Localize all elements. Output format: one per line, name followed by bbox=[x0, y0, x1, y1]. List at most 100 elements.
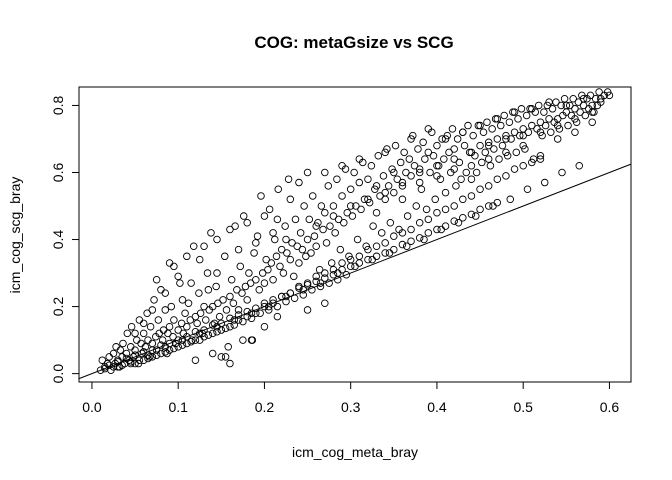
data-point bbox=[386, 219, 395, 227]
data-point bbox=[176, 279, 184, 287]
data-point bbox=[224, 343, 232, 351]
data-point bbox=[415, 234, 424, 242]
data-point bbox=[393, 175, 402, 183]
data-point bbox=[305, 215, 314, 224]
data-point bbox=[256, 309, 264, 318]
data-point bbox=[569, 94, 577, 103]
data-point bbox=[202, 316, 210, 324]
data-point bbox=[605, 91, 614, 100]
data-point bbox=[273, 215, 282, 224]
data-point bbox=[219, 296, 227, 304]
data-point bbox=[364, 245, 372, 254]
data-point bbox=[227, 276, 236, 284]
data-point bbox=[505, 118, 514, 126]
data-point bbox=[338, 192, 346, 200]
data-point bbox=[574, 98, 583, 106]
data-point bbox=[450, 165, 458, 173]
data-point bbox=[312, 242, 320, 250]
data-point bbox=[214, 299, 222, 307]
data-point bbox=[239, 336, 247, 344]
y-tick-label: 0.0 bbox=[50, 364, 66, 384]
data-point bbox=[116, 346, 125, 354]
data-point bbox=[390, 188, 398, 197]
data-point bbox=[143, 309, 151, 318]
data-point bbox=[191, 312, 200, 321]
data-point bbox=[257, 192, 265, 200]
data-point bbox=[536, 118, 545, 126]
data-point bbox=[355, 259, 364, 267]
data-point bbox=[450, 155, 458, 163]
data-point bbox=[277, 245, 286, 254]
data-point bbox=[267, 259, 276, 267]
reference-line bbox=[78, 163, 632, 380]
y-tick-label: 0.8 bbox=[50, 95, 66, 115]
data-point bbox=[536, 155, 545, 163]
data-point bbox=[334, 215, 343, 224]
data-point bbox=[403, 242, 411, 250]
data-point bbox=[398, 195, 407, 204]
data-point bbox=[264, 265, 272, 274]
data-point bbox=[460, 141, 469, 150]
data-point bbox=[553, 121, 562, 130]
data-point bbox=[200, 242, 208, 250]
data-point bbox=[324, 182, 333, 190]
data-point bbox=[500, 111, 508, 120]
data-point bbox=[403, 212, 412, 220]
data-point bbox=[189, 242, 198, 250]
data-point bbox=[236, 262, 245, 271]
data-point bbox=[123, 329, 132, 338]
data-point bbox=[528, 121, 536, 130]
data-point bbox=[346, 262, 355, 271]
data-point bbox=[455, 158, 464, 167]
data-point bbox=[557, 101, 565, 110]
data-point bbox=[541, 121, 550, 130]
data-point bbox=[157, 286, 165, 294]
data-point bbox=[381, 195, 389, 204]
data-point bbox=[329, 212, 338, 220]
data-point bbox=[126, 343, 135, 351]
data-point bbox=[448, 125, 457, 133]
data-point bbox=[234, 306, 243, 314]
data-point bbox=[405, 155, 414, 163]
data-point bbox=[226, 359, 234, 368]
data-point bbox=[453, 135, 462, 143]
data-point bbox=[493, 198, 502, 207]
data-point bbox=[396, 158, 405, 167]
data-point bbox=[139, 329, 148, 338]
data-point bbox=[441, 205, 450, 214]
y-tick-label: 0.4 bbox=[50, 230, 66, 250]
data-point bbox=[459, 195, 467, 204]
data-point bbox=[467, 162, 476, 170]
data-point bbox=[213, 269, 221, 277]
data-point bbox=[208, 329, 217, 338]
data-point bbox=[329, 202, 338, 210]
data-point bbox=[321, 299, 329, 307]
x-tick-label: 0.0 bbox=[82, 399, 102, 415]
data-point bbox=[269, 229, 277, 237]
data-point bbox=[217, 326, 226, 334]
x-tick-label: 0.6 bbox=[600, 399, 620, 415]
data-point bbox=[293, 242, 301, 250]
data-point bbox=[334, 269, 342, 277]
data-point bbox=[133, 336, 141, 344]
data-point bbox=[135, 356, 144, 364]
data-point bbox=[231, 222, 239, 230]
data-point bbox=[208, 302, 217, 311]
chart-title: COG: metaGsize vs SCG bbox=[254, 33, 453, 52]
data-point bbox=[357, 205, 365, 214]
y-tick-label: 0.6 bbox=[50, 163, 66, 183]
data-point bbox=[167, 302, 176, 311]
data-point bbox=[303, 235, 312, 244]
data-point bbox=[217, 353, 226, 361]
data-point bbox=[226, 292, 234, 301]
data-point bbox=[353, 235, 362, 244]
data-point bbox=[291, 215, 300, 224]
x-tick-label: 0.3 bbox=[341, 399, 361, 415]
data-point bbox=[273, 302, 282, 311]
data-point bbox=[433, 141, 441, 150]
data-point bbox=[540, 108, 548, 116]
data-point bbox=[233, 286, 241, 294]
data-point bbox=[321, 274, 329, 282]
data-point bbox=[595, 88, 603, 96]
